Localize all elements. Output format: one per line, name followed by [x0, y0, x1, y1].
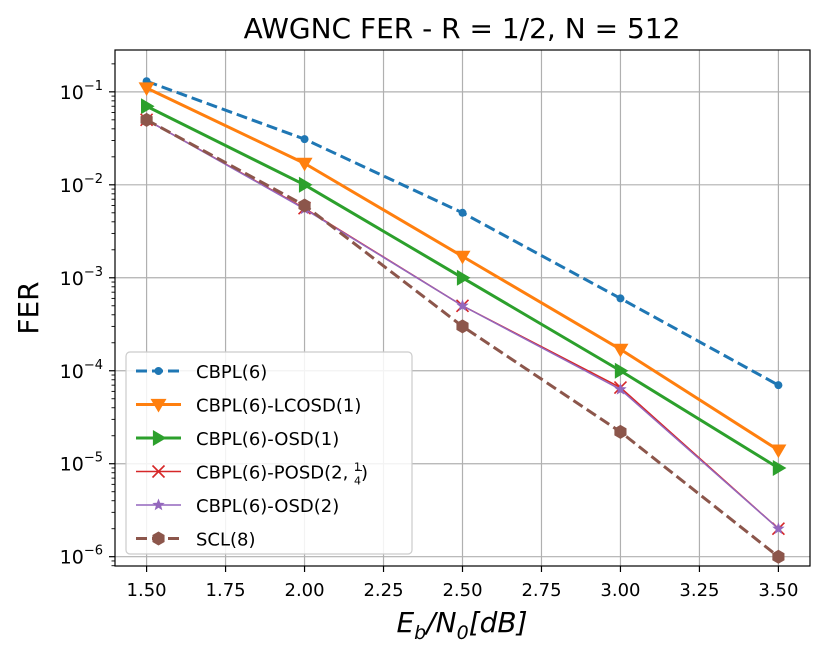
marker-triangle-right: [772, 459, 787, 476]
x-tick-label: 2.50: [442, 580, 482, 601]
marker-hexagon: [152, 531, 165, 546]
marker-triangle-down: [150, 398, 167, 413]
x-label-sub2: 0: [457, 622, 469, 644]
y-tick-label: 10−2: [60, 172, 103, 197]
x-label-mid: /N: [423, 606, 456, 639]
marker-triangle-down: [612, 343, 629, 358]
marker-circle: [154, 367, 163, 375]
x-tick-label: 3.25: [679, 580, 719, 601]
y-axis-label: FER: [12, 281, 45, 334]
series: [140, 112, 785, 564]
x-tick-label: 1.75: [206, 580, 246, 601]
y-tick-label: 10−5: [60, 451, 103, 476]
legend: CBPL(6) CBPL(6)-LCOSD(1) CBPL(6)-OSD(1) CBP…: [125, 351, 413, 555]
marker-triangle-right: [140, 98, 155, 115]
x-label-main: E: [396, 606, 414, 639]
marker-star: [614, 382, 627, 395]
marker-star: [772, 522, 785, 534]
legend-label: CBPL(6): [196, 362, 267, 383]
legend-label: CBPL(6)-POSD(2, 1 4): [196, 461, 368, 488]
marker-triangle-right: [298, 176, 313, 193]
marker-triangle-down: [296, 157, 313, 172]
marker-x: [151, 464, 166, 479]
series: [140, 98, 787, 476]
x-label-sub1: b: [414, 622, 426, 644]
marker-triangle-down: [770, 444, 787, 459]
marker-triangle-down: [454, 250, 471, 265]
marker-hexagon: [772, 549, 785, 564]
x-axis-label: Eb/N0[dB]: [396, 606, 527, 644]
marker-circle: [774, 381, 783, 390]
series-layer: [138, 77, 787, 564]
x-tick-label: 2.75: [521, 580, 561, 601]
marker-triangle-down: [138, 82, 155, 96]
marker-triangle-right: [456, 269, 471, 286]
marker-star: [456, 299, 469, 312]
marker-circle: [458, 208, 467, 217]
marker-hexagon: [298, 198, 311, 213]
x-tick-label: 3.50: [758, 580, 798, 601]
series: [138, 82, 787, 459]
legend-label: CBPL(6)-LCOSD(1): [196, 396, 361, 417]
marker-hexagon: [614, 424, 627, 439]
marker-hexagon: [456, 319, 469, 334]
marker-circle: [616, 294, 625, 303]
y-tick-label: 10−1: [60, 79, 103, 104]
marker-star: [152, 498, 165, 511]
ticks: 1.50 1.75 2.00 2.25 2.50 2.75 3.00 3.25 3.50 10−1…: [60, 63, 798, 601]
y-tick-label: 10−4: [60, 358, 103, 383]
marker-triangle-right: [614, 362, 629, 379]
chart-title: AWGNC FER - R = 1/2, N = 512: [244, 12, 681, 45]
legend-label: CBPL(6)-OSD(2): [196, 496, 339, 517]
marker-circle: [300, 135, 309, 144]
legend-box: [125, 351, 413, 555]
y-tick-label: 10−6: [60, 544, 103, 569]
x-tick-label: 2.00: [285, 580, 325, 601]
x-tick-label: 1.50: [127, 580, 167, 601]
y-tick-label: 10−3: [60, 265, 103, 290]
legend-label: CBPL(6)-OSD(1): [196, 429, 339, 450]
x-tick-label: 2.25: [363, 580, 403, 601]
marker-triangle-right: [152, 430, 167, 446]
x-label-tail: [dB]: [469, 606, 528, 639]
legend-label: SCL(8): [196, 530, 256, 551]
x-tick-label: 3.00: [600, 580, 640, 601]
marker-hexagon: [140, 112, 153, 127]
